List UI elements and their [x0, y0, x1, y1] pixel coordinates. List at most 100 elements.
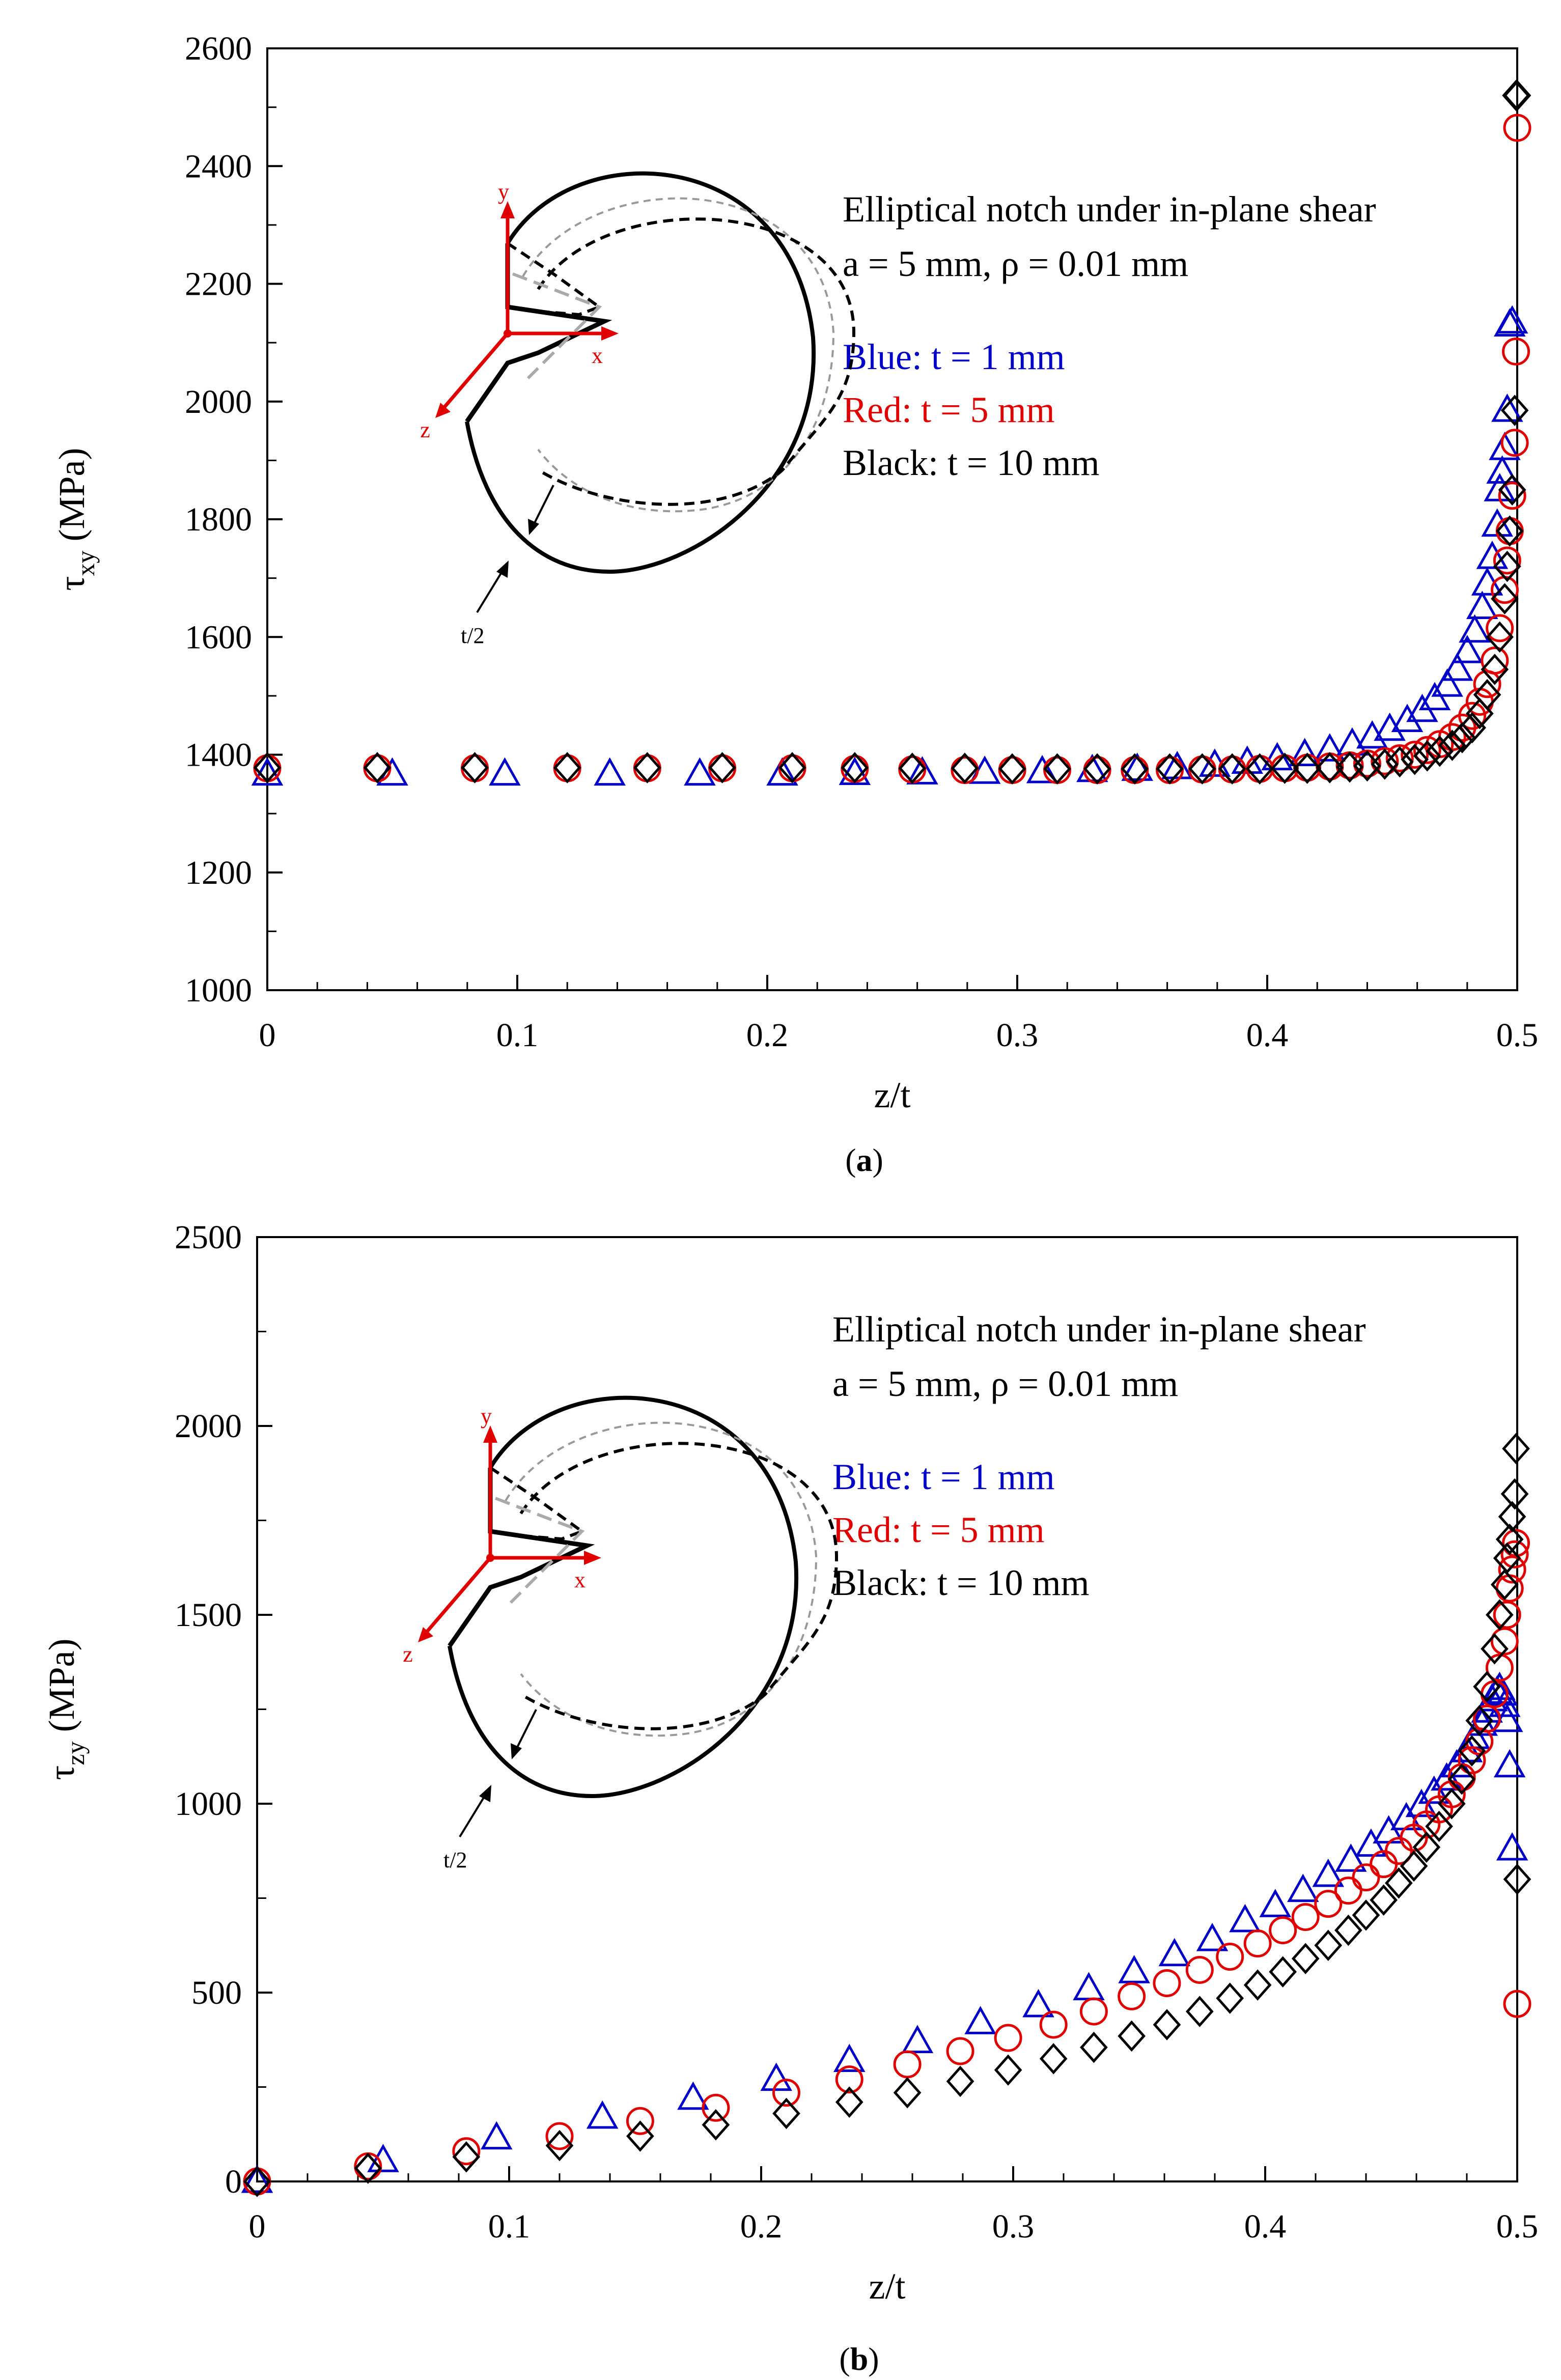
diamond-point: [946, 2065, 974, 2097]
inset-y-arrowhead: [500, 201, 515, 218]
inset-z-arrowhead: [435, 403, 451, 418]
diamond-point: [1481, 1633, 1509, 1665]
inset-y-arrowhead: [483, 1425, 497, 1443]
circle-point: [835, 2065, 863, 2094]
diamond-point: [841, 752, 869, 783]
circle-point: [1153, 1969, 1181, 1997]
triangle-point: [1491, 393, 1523, 422]
diamond-point: [1245, 753, 1274, 785]
diamond-point: [898, 752, 927, 784]
series-triangle: [241, 1671, 1528, 2193]
series-triangle: [251, 305, 1528, 786]
y-tick-label: 2200: [185, 266, 252, 303]
circle-point: [1493, 546, 1521, 575]
inset-t-arrowhead-in: [528, 519, 539, 535]
circle-point: [772, 2079, 800, 2107]
circle-point: [1352, 1863, 1380, 1892]
diamond-point: [1503, 1863, 1531, 1895]
inset-x-label: x: [592, 343, 603, 368]
panel-a: 1000 1200 1400 1600 1800 2000 2200 2400 2600 0 0.1…: [51, 30, 1538, 1178]
diamond-point: [1371, 748, 1399, 780]
x-axis-title: z/t: [874, 1075, 911, 1115]
circle-point: [1118, 1982, 1146, 2010]
inset-notch-back: [507, 242, 603, 317]
y-tick-label: 1500: [175, 1597, 242, 1634]
diamond-point: [1493, 550, 1521, 582]
diamond-point: [778, 752, 806, 783]
y-tick-label: 1800: [185, 501, 252, 538]
circle-point: [626, 2107, 654, 2135]
circle-point: [1503, 114, 1531, 142]
caption-close: ): [873, 1142, 883, 1178]
triangle-point: [1289, 738, 1321, 766]
triangle-point: [906, 756, 938, 785]
circle-point: [1083, 756, 1111, 785]
diamond-point: [1039, 2043, 1068, 2075]
triangle-point: [1493, 1749, 1526, 1778]
inset-t-arrowhead-out: [479, 1785, 491, 1802]
inset-notch-mid: [494, 1497, 585, 1604]
triangle-point: [1073, 1972, 1105, 2001]
circle-point: [998, 756, 1026, 785]
caption-open: (: [845, 1142, 856, 1178]
diamond-point: [1465, 1704, 1494, 1737]
diamond-point: [452, 2141, 481, 2173]
diamond-point: [1156, 753, 1184, 785]
triangle-point: [1391, 704, 1424, 732]
circle-point: [708, 754, 737, 782]
circle-point: [1039, 2010, 1068, 2039]
diamond-point: [1490, 1569, 1519, 1601]
triangle-point: [833, 2043, 866, 2073]
inset-x-label: x: [574, 1567, 586, 1592]
diamond-point: [243, 2166, 271, 2197]
diamond-point: [1188, 753, 1216, 785]
circle-point: [1334, 1877, 1362, 1905]
triangle-point: [367, 2144, 399, 2172]
diamond-point: [1502, 1433, 1530, 1465]
x-axis-title: z/t: [869, 2266, 906, 2307]
inset-z-arrowhead: [418, 1627, 433, 1642]
diamond-point: [893, 2077, 922, 2109]
triangle-point: [1496, 305, 1528, 334]
triangle-point: [1488, 1688, 1521, 1717]
inset-t-label: t/2: [443, 1847, 467, 1872]
circle-point: [545, 2122, 574, 2150]
diamond-point: [1385, 1867, 1413, 1899]
x-tick-label: 0.3: [992, 2208, 1035, 2245]
x-tick-label: 0: [259, 1017, 276, 1054]
caption-open: (: [839, 2341, 850, 2377]
inset-x-arrowhead: [601, 326, 619, 341]
triangle-point: [1196, 1923, 1229, 1951]
inset-z-axis: [424, 1556, 492, 1635]
x-tick-label: 0.4: [1244, 2208, 1287, 2245]
diamond-point: [1118, 2020, 1146, 2052]
inset-back-contour: [537, 217, 856, 506]
circle-point: [1401, 741, 1429, 769]
y-axis-unit: (MPa): [51, 448, 92, 551]
y-axis-symbol: τ: [51, 576, 92, 591]
triangle-point: [1312, 1858, 1345, 1887]
triangle-point: [1486, 455, 1518, 484]
y-tick-label: 2400: [185, 148, 252, 185]
x-tick-label: 0.3: [996, 1017, 1039, 1054]
circle-point: [1490, 576, 1519, 604]
triangle-point: [1476, 541, 1509, 569]
triangle-point: [1287, 1873, 1319, 1902]
circle-point: [461, 754, 489, 782]
diamond-point: [835, 2086, 863, 2118]
y-tick-label: 1600: [185, 619, 252, 656]
triangle-point: [1161, 750, 1193, 779]
inset-t-arrow-in: [515, 1709, 537, 1751]
y-tick-label: 2000: [175, 1408, 242, 1445]
panel-b: 0 500 1000 1500 2000 2500 0 0.1 0.2 0.3 0.4 0.5 z/t τ…: [41, 1219, 1538, 2377]
y-axis-unit: (MPa): [41, 1638, 82, 1741]
x-tick-label: 0.1: [488, 2208, 531, 2245]
circle-point: [553, 754, 581, 782]
inset-notch-back: [489, 1466, 586, 1541]
inset-notch-mid: [512, 272, 602, 380]
triangle-point: [766, 757, 798, 786]
diamond-point: [1500, 395, 1529, 426]
diamond-point: [1495, 1523, 1524, 1555]
triangle-point: [489, 757, 521, 786]
diamond-point: [1385, 746, 1414, 778]
